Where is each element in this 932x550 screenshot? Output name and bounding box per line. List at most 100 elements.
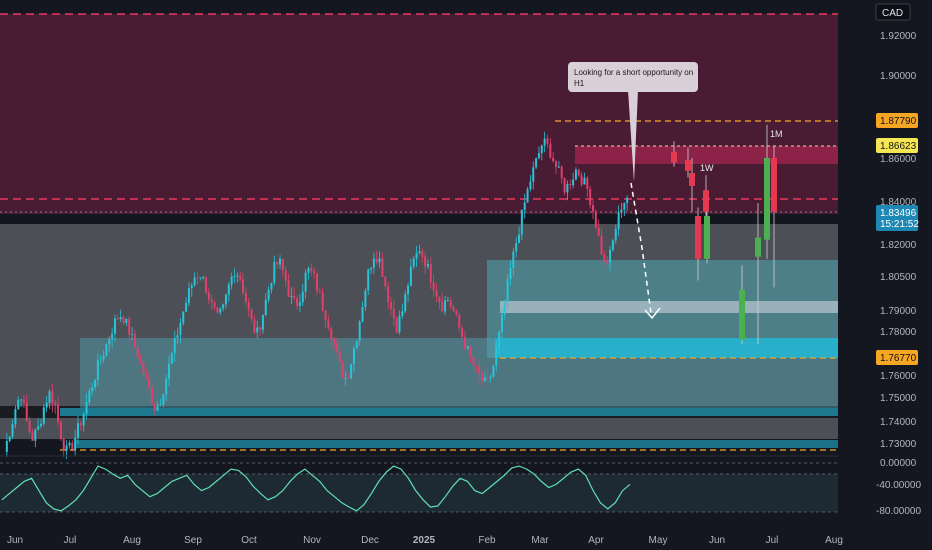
candle-up <box>301 291 304 303</box>
x-tick-label: Aug <box>123 535 141 546</box>
candle-up <box>270 282 273 290</box>
candle-up <box>492 365 495 377</box>
candle-down <box>330 328 333 340</box>
candle-up <box>361 306 364 322</box>
y-tick-label: 1.79000 <box>880 306 917 317</box>
annotation-line-2: H1 <box>574 79 585 88</box>
x-tick-label: Nov <box>303 535 321 546</box>
weekly-candle-up <box>755 237 761 257</box>
currency-label: CAD <box>882 8 903 19</box>
candle-up <box>537 153 540 159</box>
candle-down <box>327 320 330 329</box>
price-axis[interactable]: 1.92000 1.90000 1.86000 1.84000 1.82000 1.805… <box>876 31 921 517</box>
weekly-candle-up <box>704 216 710 259</box>
candle-down <box>25 402 28 421</box>
candle-up <box>350 363 353 379</box>
candle-down <box>239 275 242 280</box>
candle-up <box>566 184 569 193</box>
candle-up <box>532 167 535 182</box>
candle-up <box>444 300 447 312</box>
candle-up <box>170 353 173 364</box>
candle-up <box>611 240 614 250</box>
candle-up <box>352 348 355 364</box>
candle-up <box>418 251 421 253</box>
candle-down <box>244 292 247 302</box>
candle-down <box>580 175 583 185</box>
candle-down <box>31 432 34 441</box>
candle-up <box>526 189 529 203</box>
candle-up <box>88 391 91 403</box>
candle-up <box>182 311 185 323</box>
candle-up <box>45 402 48 408</box>
candle-down <box>421 251 424 257</box>
candle-up <box>626 197 629 204</box>
candle-down <box>389 302 392 309</box>
daily-candles <box>5 131 629 460</box>
candle-down <box>592 205 595 212</box>
tag-187790-bg <box>876 113 918 128</box>
candle-down <box>296 298 299 306</box>
candle-down <box>148 377 151 388</box>
oscillator-tick-label: 0.00000 <box>880 458 917 469</box>
candle-up <box>489 376 492 379</box>
candle-down <box>429 263 432 283</box>
label-1m: 1M <box>770 129 783 139</box>
y-tick-label: 1.90000 <box>880 71 917 82</box>
candle-up <box>378 258 381 263</box>
time-axis[interactable]: Jun Jul Aug Sep Oct Nov Dec 2025 Feb Mar Apr May Jun… <box>7 535 843 546</box>
tag-186623: 1.86623 <box>880 141 917 152</box>
candle-up <box>574 169 577 180</box>
candle-up <box>37 426 40 430</box>
candle-down <box>293 295 296 299</box>
candle-down <box>253 318 256 333</box>
y-tick-label: 1.74000 <box>880 417 917 428</box>
candle-down <box>549 143 552 158</box>
annotation-line-1: Looking for a short opportunity on <box>574 68 693 77</box>
candle-up <box>572 179 575 186</box>
candle-up <box>307 268 310 273</box>
candle-up <box>407 285 410 295</box>
candle-down <box>136 347 139 359</box>
candle-up <box>446 300 449 302</box>
candle-up <box>617 212 620 229</box>
candle-down <box>475 365 478 367</box>
candle-down <box>481 373 484 381</box>
price-tags: CAD 1.87790 1.86623 1.83496 15:21:52 1.7… <box>875 3 919 365</box>
candle-up <box>344 377 347 379</box>
candle-up <box>256 327 259 333</box>
white-band <box>500 301 838 313</box>
candle-up <box>42 407 45 424</box>
candle-up <box>39 423 42 427</box>
candle-up <box>224 294 227 305</box>
candle-up <box>264 299 267 316</box>
candle-up <box>108 339 111 345</box>
candle-down <box>341 361 344 379</box>
candle-up <box>620 209 623 213</box>
candle-down <box>321 292 324 311</box>
candle-up <box>159 404 162 406</box>
candle-down <box>133 333 136 348</box>
candle-down <box>62 438 65 451</box>
candle-down <box>586 177 589 190</box>
candle-down <box>478 366 481 374</box>
candle-down <box>449 300 452 307</box>
candle-up <box>74 437 77 450</box>
supply-zone <box>0 14 838 214</box>
candle-up <box>233 276 236 278</box>
candle-down <box>22 399 25 403</box>
teal-band-low <box>60 408 838 416</box>
candle-down <box>395 318 398 333</box>
candle-down <box>122 317 125 324</box>
candle-up <box>509 268 512 280</box>
candle-up <box>111 333 114 340</box>
candle-down <box>441 301 444 312</box>
candle-down <box>281 258 284 270</box>
candle-up <box>68 442 71 446</box>
candle-up <box>298 302 301 306</box>
y-tick-label: 1.80500 <box>880 272 917 283</box>
candle-down <box>597 227 600 236</box>
x-tick-label: Jun <box>7 535 23 546</box>
candle-up <box>179 322 182 336</box>
candle-down <box>54 403 57 405</box>
